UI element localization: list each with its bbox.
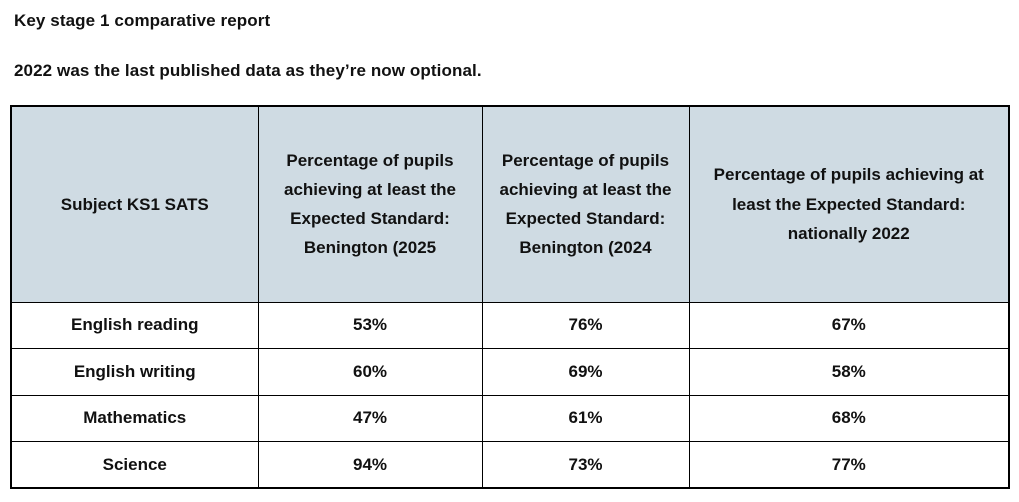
page-title: Key stage 1 comparative report — [14, 11, 271, 30]
value-cell: 69% — [481, 348, 690, 396]
table-row: English writing 60% 69% 58% — [10, 348, 1010, 396]
column-header-benington-2024: Percentage of pupils achieving at least … — [481, 105, 690, 303]
table-header: Subject KS1 SATS Percentage of pupils ac… — [10, 105, 1010, 303]
page-subtitle: 2022 was the last published data as they… — [14, 61, 482, 80]
table-row: Mathematics 47% 61% 68% — [10, 394, 1010, 442]
value-cell: 76% — [481, 301, 690, 349]
value-cell: 47% — [257, 394, 483, 442]
value-cell: 61% — [481, 394, 690, 442]
value-cell: 60% — [257, 348, 483, 396]
table-row: Science 94% 73% 77% — [10, 441, 1010, 489]
value-cell: 53% — [257, 301, 483, 349]
value-cell: 73% — [481, 441, 690, 489]
subject-cell: English reading — [10, 301, 259, 349]
value-cell: 94% — [257, 441, 483, 489]
ks1-results-table: Subject KS1 SATS Percentage of pupils ac… — [10, 105, 1010, 489]
column-header-national-2022: Percentage of pupils achieving at least … — [688, 105, 1010, 303]
column-header-subject: Subject KS1 SATS — [10, 105, 259, 303]
table-body: English reading 53% 76% 67% English writing 6… — [10, 301, 1010, 489]
value-cell: 68% — [688, 394, 1010, 442]
value-cell: 67% — [688, 301, 1010, 349]
value-cell: 77% — [688, 441, 1010, 489]
table-row: English reading 53% 76% 67% — [10, 301, 1010, 349]
subject-cell: English writing — [10, 348, 259, 396]
subject-cell: Science — [10, 441, 259, 489]
column-header-benington-2025: Percentage of pupils achieving at least … — [257, 105, 483, 303]
subject-cell: Mathematics — [10, 394, 259, 442]
header-row: Subject KS1 SATS Percentage of pupils ac… — [10, 105, 1010, 303]
value-cell: 58% — [688, 348, 1010, 396]
